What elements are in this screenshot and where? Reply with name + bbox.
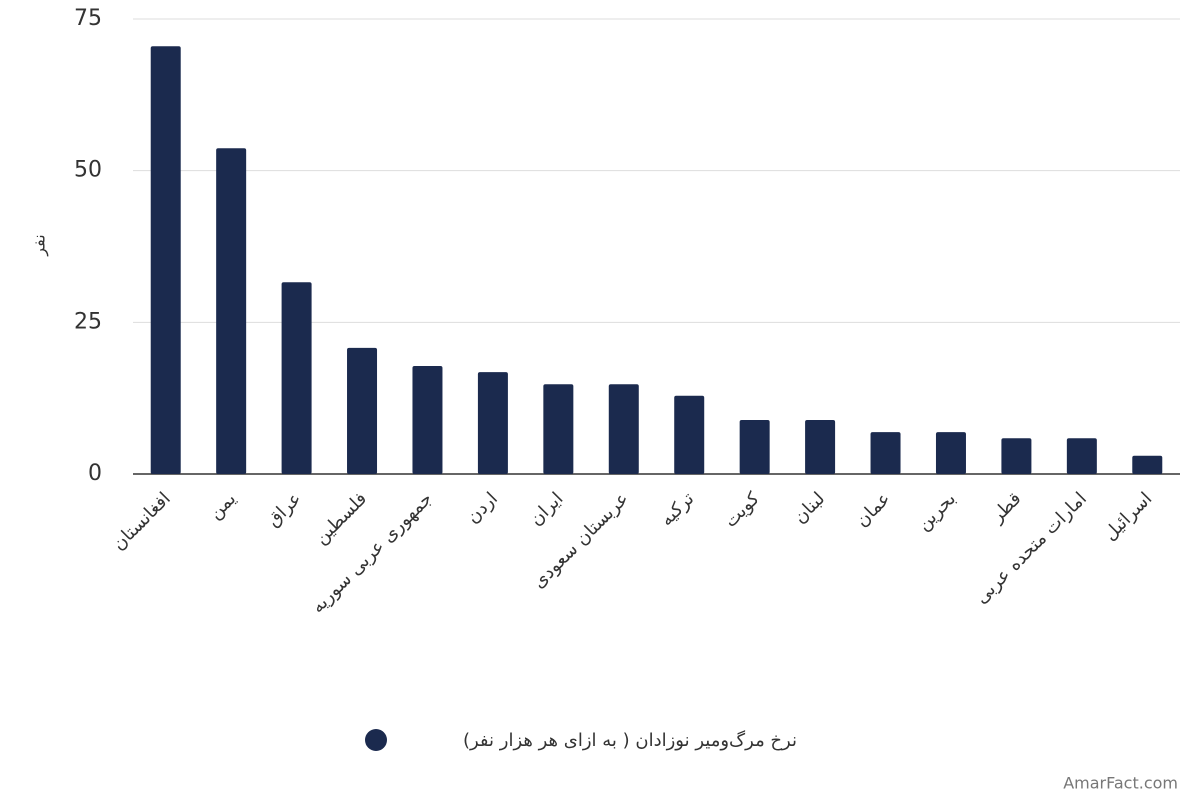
y-tick-label: 25 — [74, 309, 102, 334]
x-tick-label: اسرائیل — [1100, 488, 1157, 545]
legend-label: نرخ مرگ‌ومیر نوزادان ( به ازای هر هزار ن… — [463, 730, 797, 751]
x-tick-label: اردن — [462, 488, 502, 528]
y-axis-title: نفر — [30, 234, 50, 256]
bar — [281, 282, 312, 474]
bar — [805, 420, 836, 474]
bar — [1001, 438, 1032, 474]
bar — [216, 148, 247, 474]
bar — [1066, 438, 1097, 474]
x-tick-label: جمهوری عربی سوریه — [307, 488, 436, 617]
x-tick-label: ایران — [526, 488, 568, 530]
y-tick-label: 75 — [74, 6, 102, 31]
bar — [608, 384, 639, 474]
y-tick-label: 50 — [74, 158, 102, 183]
legend-marker — [365, 729, 387, 751]
x-tick-label: یمن — [205, 488, 240, 523]
bar — [347, 347, 378, 474]
x-tick-label: امارات متحده عربی — [971, 488, 1091, 608]
x-tick-label: افغانستان — [108, 488, 174, 554]
x-tick-label: عمان — [852, 488, 895, 531]
x-tick-label: لبنان — [790, 488, 830, 528]
bar — [739, 420, 770, 474]
x-tick-label: عراق — [263, 488, 306, 531]
x-tick-label: بحرین — [913, 488, 960, 535]
bar — [1132, 455, 1163, 474]
bar — [150, 46, 181, 475]
watermark: AmarFact.com — [1063, 774, 1178, 793]
bar — [543, 384, 574, 474]
x-tick-label: فلسطین — [311, 488, 371, 548]
y-tick-label: 0 — [88, 461, 102, 486]
bar — [870, 432, 901, 474]
bar — [412, 366, 443, 474]
bar — [935, 432, 966, 474]
bar — [674, 395, 705, 474]
x-tick-label: ترکیه — [656, 488, 698, 530]
x-tick-label: قطر — [986, 488, 1025, 527]
x-tick-label: کویت — [720, 488, 764, 532]
bar — [477, 372, 508, 474]
